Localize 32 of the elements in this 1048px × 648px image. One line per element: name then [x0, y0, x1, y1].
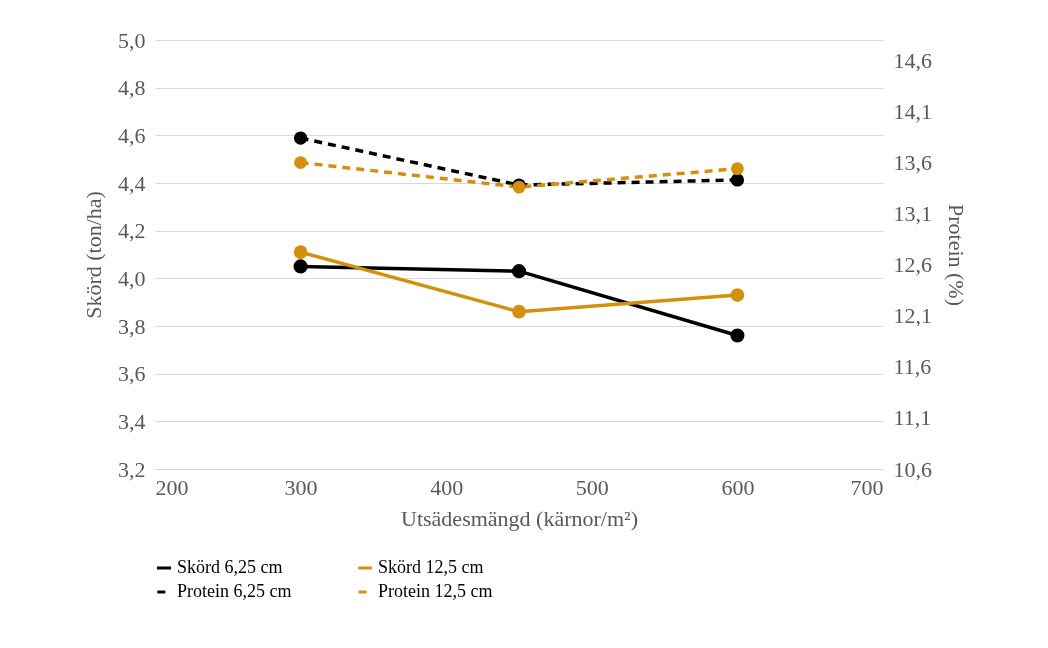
- y-tick-label: 3,4: [118, 408, 146, 434]
- x-tick-label: 700: [850, 474, 884, 500]
- x-tick-label: 300: [284, 474, 318, 500]
- y2-tick-label: 11,6: [893, 354, 932, 380]
- y-tick-label: 4,8: [118, 75, 146, 101]
- x-tick-label: 200: [155, 474, 189, 500]
- legend-label: Skörd 6,25 cm: [177, 557, 283, 577]
- y-tick-label: 4,6: [118, 122, 146, 148]
- y-tick-label: 3,8: [118, 313, 146, 339]
- y2-tick-label: 10,6: [893, 456, 932, 482]
- y-tick-label: 4,4: [118, 170, 146, 196]
- legend-label: Protein 6,25 cm: [177, 581, 292, 601]
- legend-label: Protein 12,5 cm: [378, 581, 493, 601]
- y2-tick-label: 12,6: [893, 252, 932, 278]
- y-tick-label: 5,0: [118, 27, 146, 53]
- x-tick-label: 600: [721, 474, 755, 500]
- y2-tick-label: 13,6: [893, 150, 932, 176]
- y-tick-label: 3,2: [118, 456, 146, 482]
- y-tick-label: 4,0: [118, 265, 146, 291]
- y2-axis-title: Protein (%): [944, 203, 969, 307]
- x-tick-label: 400: [430, 474, 464, 500]
- y2-tick-label: 14,1: [893, 99, 932, 124]
- y-axis-title: Skörd (ton/ha): [81, 191, 106, 319]
- y-tick-label: 4,2: [118, 218, 146, 244]
- x-tick-label: 500: [575, 474, 609, 500]
- y2-tick-label: 11,1: [893, 405, 932, 431]
- legend-label: Skörd 12,5 cm: [378, 557, 484, 577]
- y2-tick-label: 13,1: [893, 201, 932, 227]
- y-tick-label: 3,6: [118, 361, 146, 387]
- x-axis-title: Utsädesmängd (kärnor/m²): [401, 505, 638, 531]
- y2-tick-label: 12,1: [893, 303, 932, 329]
- y2-tick-label: 14,6: [893, 47, 932, 73]
